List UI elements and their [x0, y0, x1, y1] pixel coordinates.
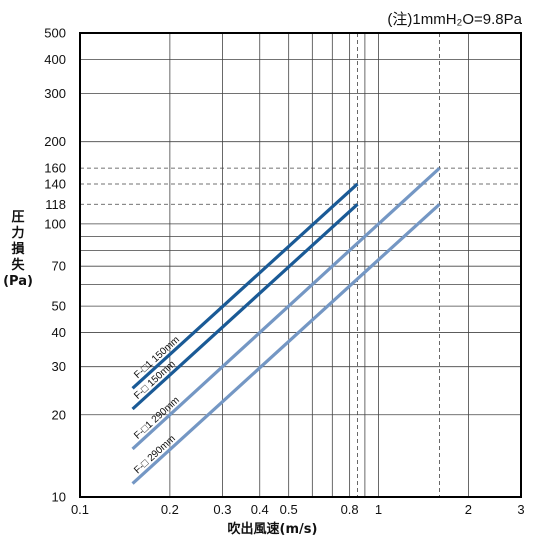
y-tick-label: 500 — [44, 26, 66, 41]
y-tick-label: 20 — [52, 407, 66, 422]
y-axis-title-char: 損 — [11, 241, 25, 257]
x-tick-label: 0.8 — [341, 502, 359, 517]
x-tick-label: 3 — [517, 502, 524, 517]
y-tick-label: 140 — [44, 176, 66, 191]
unit-note: (注)1mmH₂O=9.8Pa — [387, 11, 522, 28]
x-tick-label: 0.3 — [213, 502, 231, 517]
y-tick-label: 200 — [44, 134, 66, 149]
y-axis-title-char: 失 — [11, 257, 25, 273]
y-tick-label: 400 — [44, 52, 66, 67]
x-tick-label: 0.1 — [71, 502, 89, 517]
x-tick-label: 0.4 — [251, 502, 269, 517]
y-tick-label: 160 — [44, 161, 66, 176]
y-tick-label: 118 — [45, 197, 66, 212]
y-tick-label: 40 — [52, 325, 66, 340]
x-tick-label: 0.5 — [280, 502, 298, 517]
x-tick-label: 2 — [465, 502, 472, 517]
series-line — [131, 166, 441, 451]
y-axis-title-char: 圧 — [11, 210, 24, 225]
y-axis-title-char: 力 — [11, 225, 24, 241]
y-tick-label: 30 — [52, 359, 66, 374]
series-line — [131, 203, 359, 411]
series-lines — [131, 166, 441, 485]
y-tick-label: 10 — [52, 490, 66, 505]
y-tick-label: 70 — [52, 259, 66, 274]
x-tick-label: 1 — [375, 502, 382, 517]
y-axis-unit: (Pa) — [3, 274, 33, 289]
y-tick-label: 100 — [44, 216, 66, 231]
x-axis-title: 吹出風速(m/s) — [228, 521, 318, 537]
series-line — [131, 182, 359, 390]
plot-frame — [79, 32, 522, 498]
y-tick-label: 300 — [44, 86, 66, 101]
x-tick-label: 0.2 — [161, 502, 179, 517]
series-line — [131, 203, 441, 485]
y-tick-label: 50 — [52, 299, 66, 314]
